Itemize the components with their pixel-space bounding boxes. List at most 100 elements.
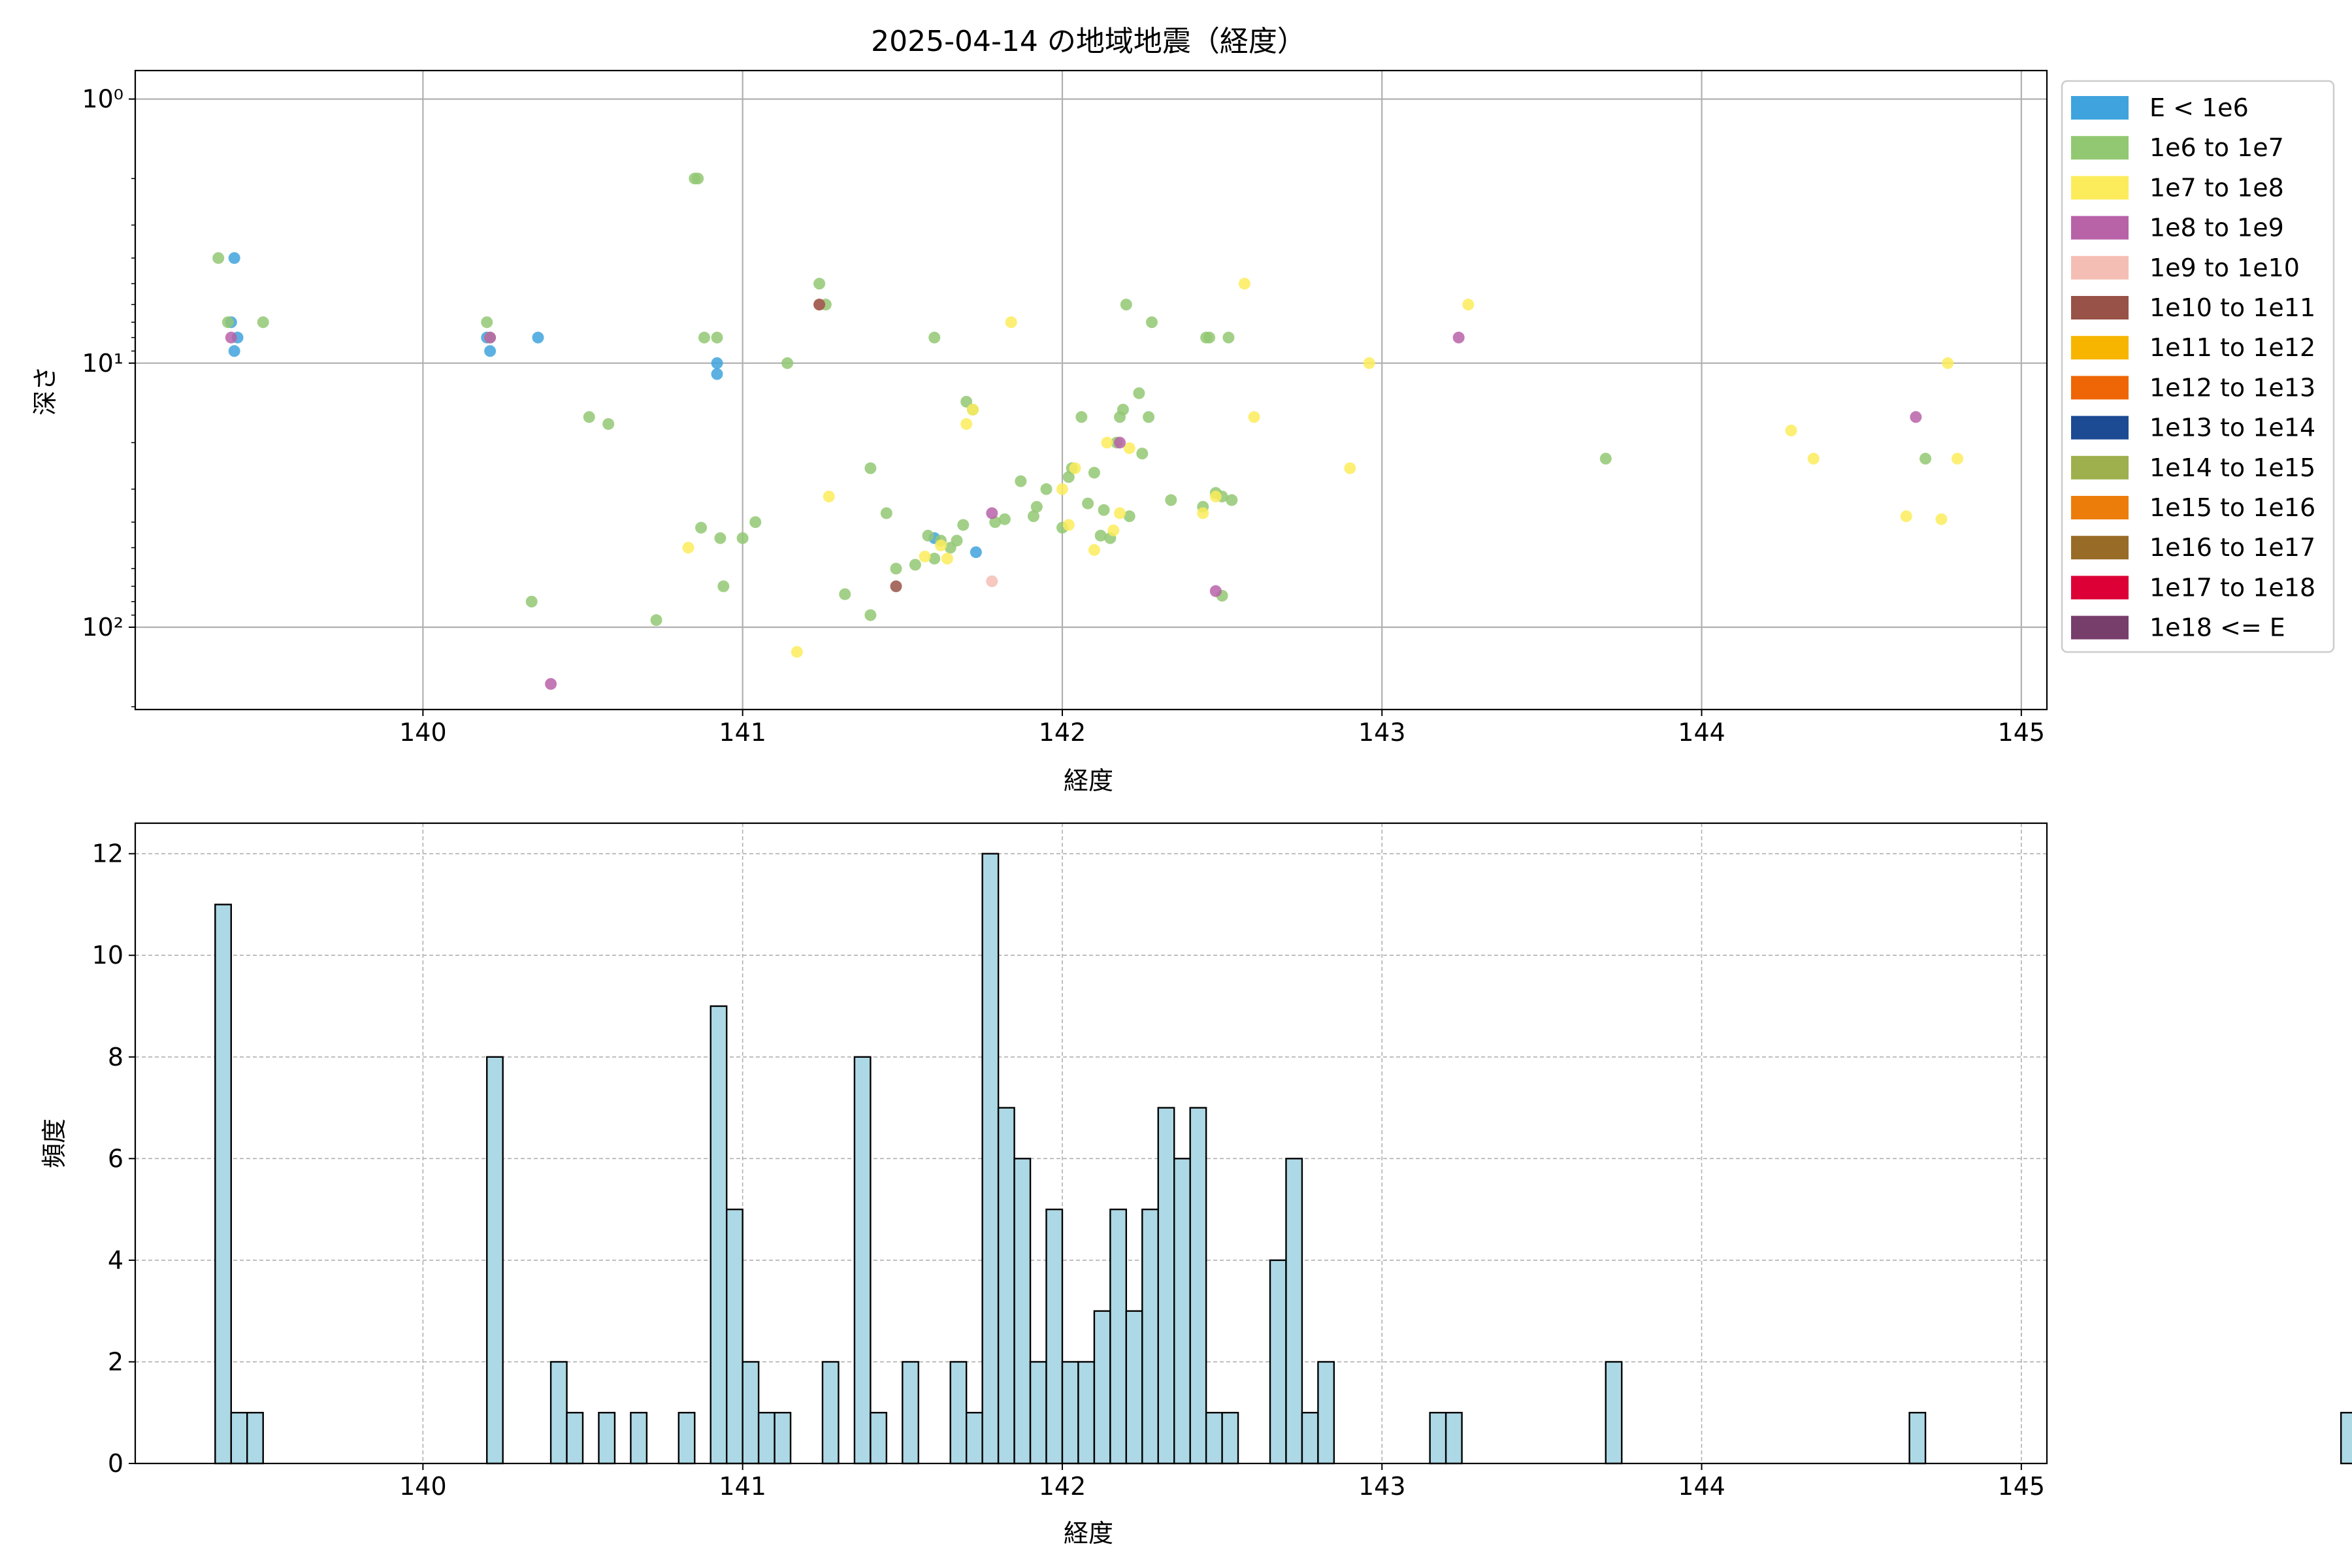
- histogram-y-tick-label: 8: [108, 1043, 123, 1071]
- histogram-bar: [1189, 1107, 1207, 1465]
- legend-swatch: [2071, 455, 2129, 480]
- scatter-point: [1807, 453, 1820, 465]
- scatter-point: [695, 521, 708, 534]
- scatter-point: [1238, 278, 1250, 290]
- histogram-bar: [486, 1056, 504, 1465]
- scatter-point: [1069, 462, 1081, 474]
- scatter-point: [1226, 494, 1238, 506]
- scatter-point: [986, 507, 998, 519]
- legend-swatch: [2071, 216, 2129, 240]
- histogram-bar: [1061, 1361, 1079, 1465]
- scatter-point: [1015, 475, 1027, 487]
- scatter-point: [1117, 403, 1129, 416]
- scatter-point: [1942, 357, 1954, 369]
- histogram-bar: [757, 1412, 776, 1465]
- scatter-point: [228, 252, 240, 264]
- scatter-point: [890, 580, 902, 593]
- scatter-point: [813, 278, 826, 290]
- scatter-point: [1088, 544, 1100, 556]
- legend-swatch: [2071, 416, 2129, 440]
- histogram-panel: 140 141 142 143 144 145 0 2 4 6 8 10 12: [92, 822, 2352, 1501]
- histogram-y-tick-label: 12: [92, 840, 123, 868]
- histogram-bar: [1173, 1158, 1191, 1465]
- scatter-point: [1222, 331, 1235, 344]
- histogram-bar: [1141, 1208, 1159, 1465]
- histogram-bar: [821, 1361, 840, 1465]
- scatter-point: [717, 580, 730, 593]
- scatter-point: [682, 542, 694, 554]
- histogram-x-tick-label: 143: [1358, 1472, 1406, 1501]
- legend-swatch: [2071, 255, 2129, 280]
- scatter-point: [1145, 316, 1158, 329]
- scatter-x-tick-label: 143: [1358, 718, 1406, 747]
- histogram-bar: [774, 1412, 792, 1465]
- scatter-point: [1203, 331, 1216, 344]
- scatter-point: [880, 507, 892, 519]
- legend-label: 1e12 to 1e13: [2149, 373, 2315, 402]
- histogram-bar: [678, 1412, 696, 1465]
- legend-swatch: [2071, 96, 2129, 120]
- histogram-bar: [1301, 1412, 1319, 1465]
- scatter-point: [1120, 299, 1132, 311]
- scatter-point: [1098, 504, 1110, 516]
- histogram-bar: [742, 1361, 760, 1465]
- legend-label: 1e17 to 1e18: [2149, 573, 2315, 602]
- legend-label: E < 1e6: [2149, 93, 2249, 122]
- scatter-point: [484, 331, 497, 344]
- histogram-bar: [1269, 1259, 1287, 1465]
- legend-swatch: [2071, 336, 2129, 360]
- histogram-bar: [1045, 1208, 1064, 1465]
- histogram-y-axis-label: 頻度: [40, 1119, 69, 1168]
- scatter-point: [823, 490, 835, 502]
- histogram-bar: [230, 1412, 248, 1465]
- legend-label: 1e6 to 1e7: [2149, 133, 2284, 162]
- scatter-x-tick-label: 141: [719, 718, 766, 747]
- histogram-bar: [214, 904, 232, 1465]
- scatter-point: [1123, 510, 1135, 523]
- scatter-point: [941, 553, 953, 565]
- scatter-y-tick-label: 10¹: [82, 349, 123, 378]
- histogram-x-tick-label: 144: [1678, 1472, 1725, 1501]
- scatter-point: [212, 252, 225, 264]
- scatter-panel: 140 141 142 143 144 145 10⁰ 10¹ 10²: [82, 69, 2048, 747]
- scatter-point: [1088, 466, 1100, 479]
- histogram-x-axis-label: 経度: [1064, 1519, 1113, 1548]
- scatter-point: [1900, 510, 1912, 523]
- histogram-bar: [549, 1361, 568, 1465]
- legend-swatch: [2071, 176, 2129, 200]
- histogram-bar: [1605, 1361, 1623, 1465]
- scatter-point: [928, 553, 941, 565]
- scatter-point: [1027, 510, 1039, 523]
- scatter-plot-frame: [134, 69, 2048, 711]
- legend-label: 1e9 to 1e10: [2149, 253, 2300, 282]
- legend-label: 1e16 to 1e17: [2149, 533, 2315, 562]
- histogram-bar: [630, 1412, 648, 1465]
- legend-label: 1e8 to 1e9: [2149, 214, 2284, 242]
- scatter-point: [1075, 411, 1088, 423]
- scatter-point: [1030, 500, 1043, 513]
- legend-label: 1e7 to 1e8: [2149, 173, 2284, 202]
- scatter-point: [532, 331, 544, 344]
- histogram-bar: [997, 1107, 1015, 1465]
- scatter-point: [1599, 453, 1612, 465]
- histogram-y-tick-label: 4: [108, 1246, 123, 1275]
- scatter-point: [484, 345, 497, 357]
- histogram-bar: [1429, 1412, 1447, 1465]
- scatter-point: [736, 532, 749, 544]
- histogram-bar: [2340, 1412, 2352, 1465]
- scatter-x-tick-label: 145: [1998, 718, 2046, 747]
- histogram-bar: [1093, 1310, 1111, 1465]
- histogram-bar: [853, 1056, 872, 1465]
- scatter-point: [225, 331, 237, 344]
- histogram-bar: [949, 1361, 968, 1465]
- scatter-point: [749, 516, 762, 529]
- legend-swatch: [2071, 136, 2129, 160]
- scatter-point: [1107, 524, 1120, 536]
- histogram-x-tick-label: 140: [399, 1472, 447, 1501]
- scatter-point: [221, 316, 234, 329]
- scatter-point: [935, 539, 947, 551]
- scatter-point: [951, 534, 963, 547]
- scatter-point: [228, 345, 240, 357]
- scatter-point: [957, 519, 970, 531]
- histogram-x-tick-label: 142: [1039, 1472, 1086, 1501]
